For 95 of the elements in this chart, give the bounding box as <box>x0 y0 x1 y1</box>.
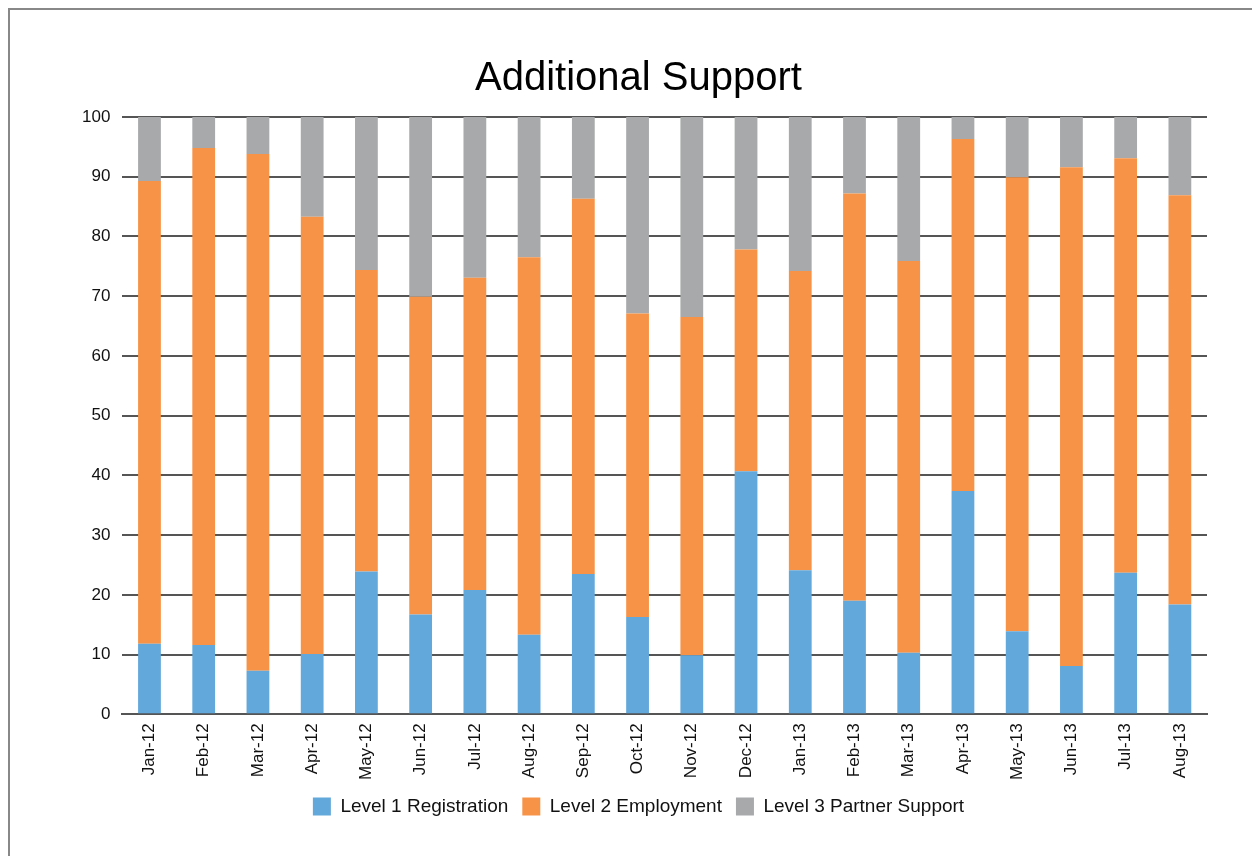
x-tick-label: May-13 <box>1006 723 1026 780</box>
bar <box>1114 117 1138 159</box>
x-tick-label: Dec-12 <box>735 723 755 779</box>
bar <box>1168 117 1192 196</box>
x-tick-label: Jan-12 <box>139 723 159 776</box>
x-tick-label: Mar-12 <box>247 723 267 778</box>
bar <box>463 590 487 714</box>
bar <box>680 655 704 714</box>
bar <box>1168 604 1192 714</box>
bar <box>680 317 704 656</box>
y-tick-label: 20 <box>91 584 111 604</box>
bar <box>788 271 812 571</box>
x-tick-label: Aug-13 <box>1169 723 1189 779</box>
bar <box>626 313 649 617</box>
bar <box>355 571 378 714</box>
bar <box>1060 665 1083 714</box>
bar <box>409 117 433 297</box>
x-tick-label: Apr-12 <box>301 723 321 775</box>
x-tick-label: Mar-13 <box>898 723 918 778</box>
y-tick-label: 90 <box>91 166 111 186</box>
x-tick-label: Jan-13 <box>789 723 809 776</box>
bar <box>843 193 866 601</box>
bar <box>734 471 758 714</box>
bar <box>138 117 161 181</box>
bar <box>1114 158 1138 573</box>
bar <box>300 653 324 714</box>
bar <box>463 117 487 278</box>
bar <box>626 616 649 714</box>
bar <box>1168 195 1192 605</box>
bar <box>517 117 541 258</box>
bar <box>626 117 649 314</box>
x-tick-label: Sep-12 <box>573 723 593 779</box>
bar <box>246 117 270 155</box>
x-tick-label: May-12 <box>356 723 376 780</box>
bar <box>355 117 378 270</box>
x-tick-label: Oct-12 <box>627 723 647 775</box>
bar <box>951 490 975 714</box>
y-tick-label: 60 <box>91 345 111 365</box>
bar <box>1114 572 1138 714</box>
bar <box>571 198 595 574</box>
bar <box>951 117 975 140</box>
y-tick-label: 80 <box>91 226 111 246</box>
bar <box>1005 117 1029 178</box>
bar <box>843 117 866 194</box>
bar <box>409 296 433 615</box>
bar <box>1005 631 1029 714</box>
bar <box>138 180 161 644</box>
bar <box>138 643 161 714</box>
y-tick-label: 0 <box>100 704 111 723</box>
chart-title: Additional Support <box>475 54 802 99</box>
bar <box>571 117 595 199</box>
bar <box>734 249 758 472</box>
bar <box>1005 177 1029 632</box>
bar <box>897 117 921 261</box>
bar <box>300 216 324 654</box>
x-tick-label: Aug-12 <box>518 723 538 779</box>
bar <box>788 117 812 272</box>
bar <box>517 257 541 635</box>
bar <box>1060 167 1083 666</box>
bar <box>680 117 704 318</box>
legend-label: Level 1 Registration <box>340 794 509 816</box>
bar <box>843 600 866 714</box>
bar <box>1060 117 1083 168</box>
bar <box>897 652 921 714</box>
x-tick-label: Jul-13 <box>1115 723 1135 770</box>
x-tick-label: Jul-12 <box>464 723 484 770</box>
legend-label: Level 3 Partner Support <box>763 794 965 816</box>
legend-label: Level 2 Employment <box>549 794 723 816</box>
bar <box>897 260 921 653</box>
x-tick-label: Feb-13 <box>844 723 864 778</box>
bar <box>788 570 812 714</box>
y-tick-label: 30 <box>91 524 111 544</box>
bar <box>246 670 270 714</box>
x-tick-label: Jun-13 <box>1061 723 1081 776</box>
y-tick-label: 10 <box>91 644 111 664</box>
bar <box>951 139 975 491</box>
y-tick-label: 100 <box>81 106 111 126</box>
y-tick-label: 70 <box>91 285 111 305</box>
y-tick-label: 50 <box>91 405 111 425</box>
bar <box>192 645 216 714</box>
bar <box>463 277 487 591</box>
bar <box>192 148 216 646</box>
bar <box>300 117 324 217</box>
bar <box>409 614 433 714</box>
x-tick-label: Apr-13 <box>952 723 972 775</box>
bar <box>517 634 541 714</box>
bar <box>192 117 216 149</box>
bar <box>355 269 378 572</box>
x-tick-label: Jun-12 <box>410 723 430 776</box>
bar <box>246 154 270 671</box>
bar <box>734 117 758 250</box>
y-tick-label: 40 <box>91 465 111 485</box>
x-tick-label: Nov-12 <box>681 723 701 779</box>
x-tick-label: Feb-12 <box>193 723 213 778</box>
bar <box>571 573 595 714</box>
